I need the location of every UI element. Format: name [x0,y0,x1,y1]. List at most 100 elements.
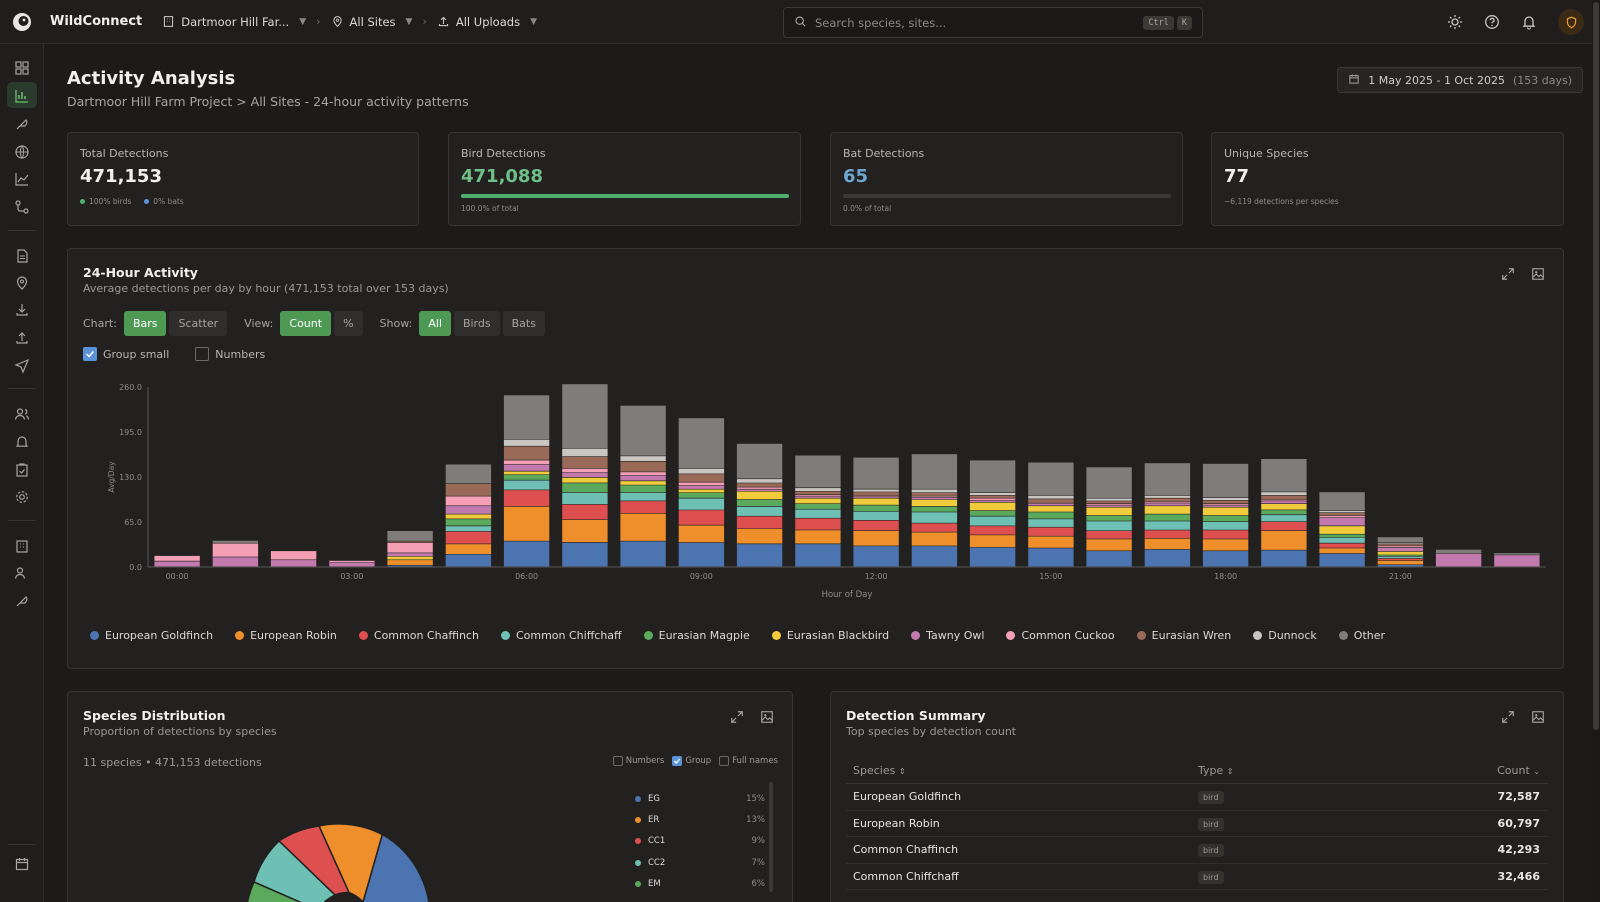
bar-segment[interactable] [212,540,259,543]
bar-segment[interactable] [678,468,725,474]
bar-segment[interactable] [853,492,899,496]
bar-segment[interactable] [270,551,317,560]
bar-segment[interactable] [853,495,899,497]
bell-icon[interactable] [1521,14,1538,31]
sun-icon[interactable] [1447,14,1464,31]
legend-item[interactable]: Dunnock [1253,629,1317,642]
dashboard-icon[interactable] [14,60,30,76]
bar-segment[interactable] [503,490,550,507]
bar-segment[interactable] [329,562,375,567]
bar-segment[interactable] [620,492,666,501]
legend-item[interactable]: Eurasian Blackbird [771,629,889,642]
show-bats-toggle[interactable]: Bats [502,311,545,336]
bar-segment[interactable] [1144,501,1191,503]
bar-segment[interactable] [911,532,958,546]
bar-segment[interactable] [562,504,608,520]
legend-item[interactable]: Common Cuckoo [1006,629,1115,642]
bar-segment[interactable] [445,526,492,532]
bar-segment[interactable] [1319,492,1365,511]
bar-segment[interactable] [1028,504,1074,506]
bar-segment[interactable] [969,495,1016,498]
pie-legend-item[interactable]: EM 6% [635,873,765,894]
bar-segment[interactable] [503,446,550,460]
table-row[interactable]: Common Chaffinch bird 42,293 [846,837,1548,864]
bar-segment[interactable] [853,505,899,511]
bar-segment[interactable] [911,497,958,500]
legend-item[interactable]: Tawny Owl [911,629,984,642]
bar-segment[interactable] [795,544,841,567]
bar-segment[interactable] [387,542,433,553]
bar-segment[interactable] [1202,505,1249,507]
bar-segment[interactable] [795,495,841,496]
bar-segment[interactable] [503,541,550,567]
bar-segment[interactable] [736,516,783,529]
bar-segment[interactable] [911,492,958,496]
bar-segment[interactable] [969,498,1016,501]
bar-segment[interactable] [445,519,492,526]
bar-segment[interactable] [911,506,958,512]
bar-segment[interactable] [678,510,725,525]
bar-segment[interactable] [503,480,550,490]
bar-segment[interactable] [1144,503,1191,506]
legend-item[interactable]: Eurasian Wren [1136,629,1231,642]
bar-segment[interactable] [1261,495,1307,500]
send-icon[interactable] [14,358,30,374]
bar-segment[interactable] [212,557,259,567]
bar-segment[interactable] [1435,549,1482,554]
bar-segment[interactable] [387,556,433,560]
type-column-header[interactable]: Type ⇕ [1198,764,1398,777]
bar-segment[interactable] [736,491,783,500]
bar-segment[interactable] [445,531,492,544]
bar-segment[interactable] [736,544,783,567]
bar-segment[interactable] [1086,498,1132,501]
bar-segment[interactable] [445,496,492,506]
bar-segment[interactable] [736,483,783,487]
table-row[interactable]: European Robin bird 60,797 [846,811,1548,837]
bar-segment[interactable] [853,457,899,489]
bar-segment[interactable] [1202,497,1249,500]
bar-segment[interactable] [1086,504,1132,505]
bar-segment[interactable] [1202,504,1249,505]
bar-segment[interactable] [853,511,899,520]
bar-segment[interactable] [1028,536,1074,548]
bar-segment[interactable] [969,500,1016,503]
bar-segment[interactable] [1028,512,1074,519]
bar-segment[interactable] [562,384,608,448]
bar-segment[interactable] [969,535,1016,548]
download-icon[interactable] [14,302,30,318]
building-icon[interactable] [14,538,30,554]
bar-segment[interactable] [620,513,666,541]
bar-segment[interactable] [678,492,725,498]
scatter-toggle[interactable]: Scatter [169,311,228,336]
line-chart-icon[interactable] [14,171,30,187]
bar-segment[interactable] [795,518,841,530]
bar-segment[interactable] [1144,495,1191,498]
bar-segment[interactable] [969,526,1016,535]
show-all-toggle[interactable]: All [419,311,451,336]
bar-segment[interactable] [1319,553,1365,567]
bar-segment[interactable] [1028,462,1074,496]
bar-segment[interactable] [1144,521,1191,530]
bar-segment[interactable] [387,560,433,565]
globe-icon[interactable] [14,144,30,160]
bar-segment[interactable] [620,475,666,481]
bar-segment[interactable] [911,523,958,532]
bars-toggle[interactable]: Bars [123,311,167,336]
upload-icon[interactable] [14,330,30,346]
bar-chart-icon[interactable] [14,88,30,104]
bar-segment[interactable] [1319,548,1365,554]
bar-segment[interactable] [1261,522,1307,531]
bar-segment[interactable] [1377,544,1424,546]
bar-segment[interactable] [678,525,725,543]
bar-segment[interactable] [853,546,899,567]
table-row[interactable]: European Goldfinch bird 72,587 [846,784,1548,811]
bar-segment[interactable] [1028,502,1074,504]
full-names-checkbox[interactable] [719,756,730,766]
bar-segment[interactable] [503,395,550,439]
bar-segment[interactable] [1144,498,1191,502]
bar-segment[interactable] [736,499,783,507]
bar-segment[interactable] [270,560,317,567]
table-row[interactable]: Common Chiffchaff bird 32,466 [846,864,1548,890]
bar-segment[interactable] [562,492,608,505]
bar-segment[interactable] [1377,564,1424,567]
